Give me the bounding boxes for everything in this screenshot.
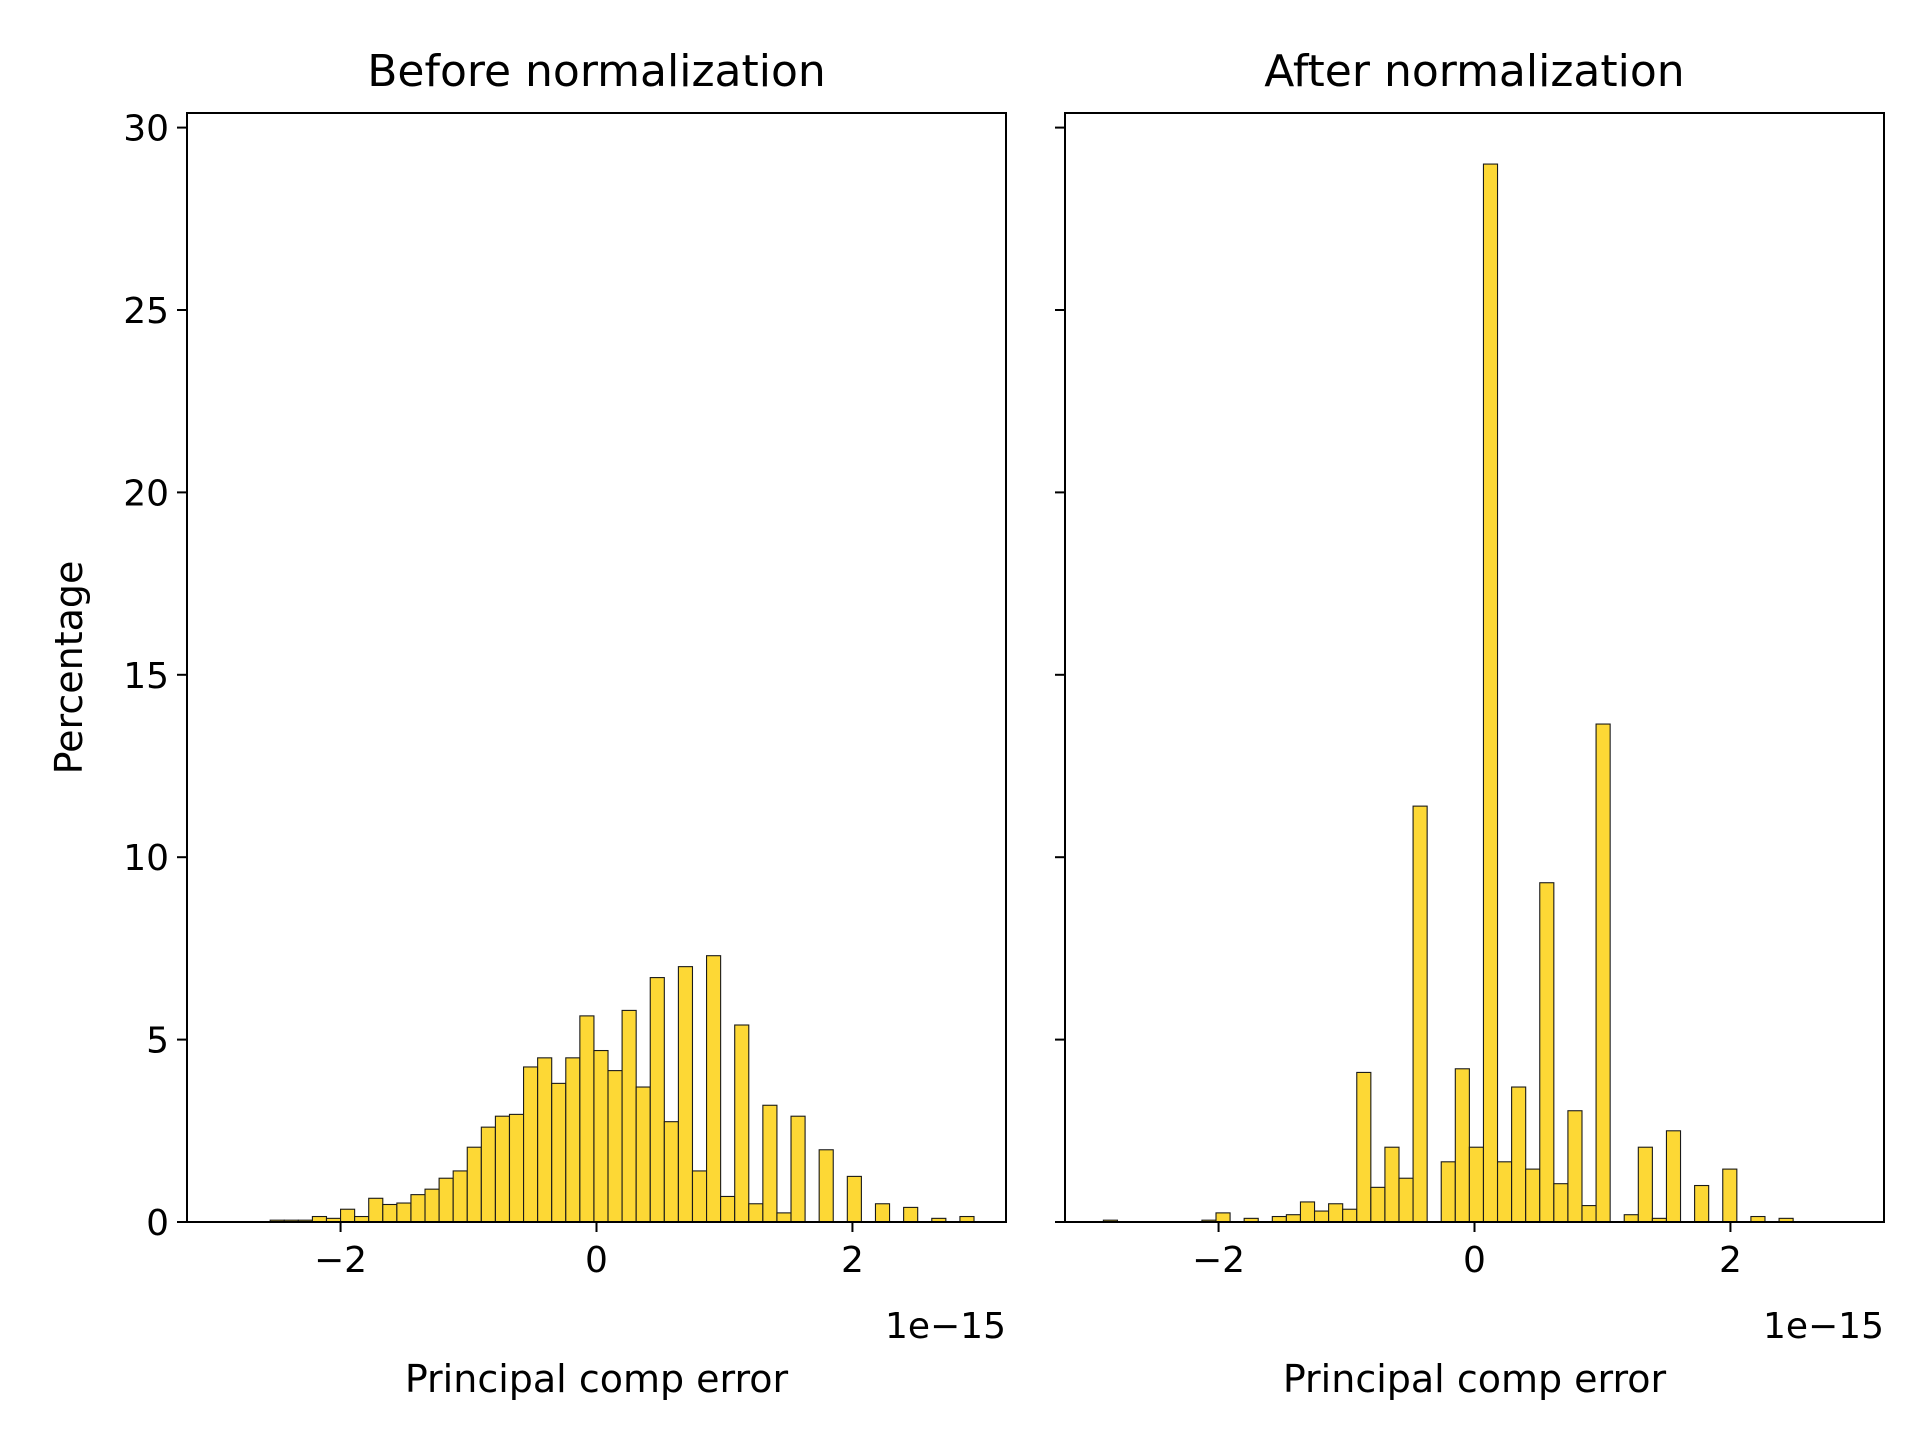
histogram-bar — [593, 1049, 609, 1223]
histogram-bar — [1342, 1208, 1358, 1223]
histogram-bar — [368, 1197, 384, 1223]
histogram-bar — [663, 1121, 679, 1223]
histogram-bar — [649, 977, 665, 1223]
histogram-bar — [1623, 1214, 1639, 1223]
histogram-bar — [706, 955, 722, 1223]
histogram-bar — [466, 1146, 482, 1223]
histogram-bar — [1722, 1168, 1738, 1223]
histogram-bar — [452, 1170, 468, 1223]
histogram-bar — [1356, 1071, 1372, 1223]
histogram-bar — [340, 1208, 356, 1223]
y-tick-label: 20 — [123, 473, 169, 514]
histogram-bar — [818, 1149, 834, 1223]
histogram-bar — [776, 1212, 792, 1223]
histogram-bar — [1567, 1110, 1583, 1223]
histogram-bar — [903, 1206, 919, 1223]
x-offset-label: 1e−15 — [885, 1306, 1006, 1347]
subplot-2: −2 0 2 1e−15 After normalization Principal co… — [1055, 46, 1885, 1401]
histogram-bar — [734, 1024, 750, 1223]
histogram-bar — [1694, 1184, 1710, 1223]
histogram-bar — [396, 1202, 412, 1223]
histogram-bar — [1440, 1161, 1456, 1223]
histogram-bar — [790, 1115, 806, 1223]
histogram-bar — [579, 1015, 595, 1223]
histogram-bar — [508, 1113, 525, 1223]
histogram-bar — [1370, 1186, 1386, 1223]
histogram-bar — [691, 1170, 708, 1223]
x-tick-label: −2 — [314, 1240, 367, 1281]
histogram-bar — [438, 1177, 454, 1223]
x-tick-label: 0 — [1463, 1240, 1486, 1281]
subplot-1: 0 5 10 15 20 25 30 −2 0 2 1e−15 Before normalizatio… — [47, 46, 1007, 1401]
histogram-bar — [607, 1070, 623, 1223]
histogram-bar — [424, 1188, 440, 1223]
x-tick-label: −2 — [1192, 1240, 1245, 1281]
histogram-bar — [382, 1203, 398, 1223]
histogram-bar — [635, 1086, 651, 1223]
x-offset-label: 1e−15 — [1763, 1306, 1884, 1347]
subplot-title: After normalization — [1264, 46, 1684, 97]
histogram-bar — [1328, 1203, 1344, 1223]
histogram-bar — [1553, 1183, 1569, 1223]
histogram-bar — [1299, 1201, 1316, 1223]
histogram-bar — [551, 1082, 567, 1223]
x-axis-label: Principal comp error — [1283, 1357, 1667, 1401]
histogram-bar — [1468, 1146, 1485, 1223]
y-tick-label: 5 — [146, 1021, 169, 1062]
histogram-bar — [565, 1057, 581, 1223]
histogram-bar — [1313, 1210, 1330, 1223]
histogram-bar — [1665, 1130, 1682, 1223]
histogram-bar — [480, 1126, 496, 1223]
histogram-bar — [1595, 723, 1611, 1223]
y-tick-label: 30 — [123, 109, 169, 150]
y-tick-label: 25 — [123, 291, 169, 332]
histogram-bar — [1525, 1168, 1541, 1223]
y-axis-label: Percentage — [47, 561, 91, 775]
histogram-bar — [410, 1194, 426, 1223]
y-tick-label: 15 — [123, 656, 169, 697]
histogram-bar — [762, 1104, 778, 1223]
histogram-bar — [1285, 1214, 1302, 1223]
histogram-bar — [1215, 1212, 1231, 1223]
histogram-bar — [748, 1203, 764, 1223]
histogram-bar — [677, 966, 694, 1223]
bars — [269, 955, 975, 1223]
histogram-bar — [523, 1066, 539, 1223]
histogram-bar — [1496, 1161, 1513, 1223]
histogram-bar — [1454, 1068, 1470, 1223]
x-tick-label: 2 — [1719, 1240, 1742, 1281]
histogram-bar — [621, 1009, 637, 1223]
histogram-bar — [1398, 1177, 1414, 1223]
histogram-bar — [1412, 805, 1428, 1223]
histogram-bar — [846, 1175, 862, 1223]
x-tick-label: 2 — [841, 1240, 864, 1281]
histogram-bar — [1539, 882, 1555, 1223]
histogram-bar — [1482, 163, 1499, 1223]
histogram-bar — [1581, 1205, 1597, 1223]
histogram-bar — [720, 1195, 736, 1223]
histogram-bar — [874, 1203, 891, 1223]
subplot-title: Before normalization — [367, 46, 826, 97]
histogram-bar — [537, 1057, 553, 1223]
histogram-bar — [1511, 1086, 1527, 1223]
histogram-bar — [494, 1115, 511, 1223]
x-axis-label: Principal comp error — [405, 1357, 789, 1401]
histogram-bar — [1637, 1146, 1653, 1223]
y-tick-label: 10 — [123, 838, 169, 879]
x-tick-label: 0 — [585, 1240, 608, 1281]
histogram-bar — [1384, 1146, 1400, 1223]
y-tick-label: 0 — [146, 1203, 169, 1244]
